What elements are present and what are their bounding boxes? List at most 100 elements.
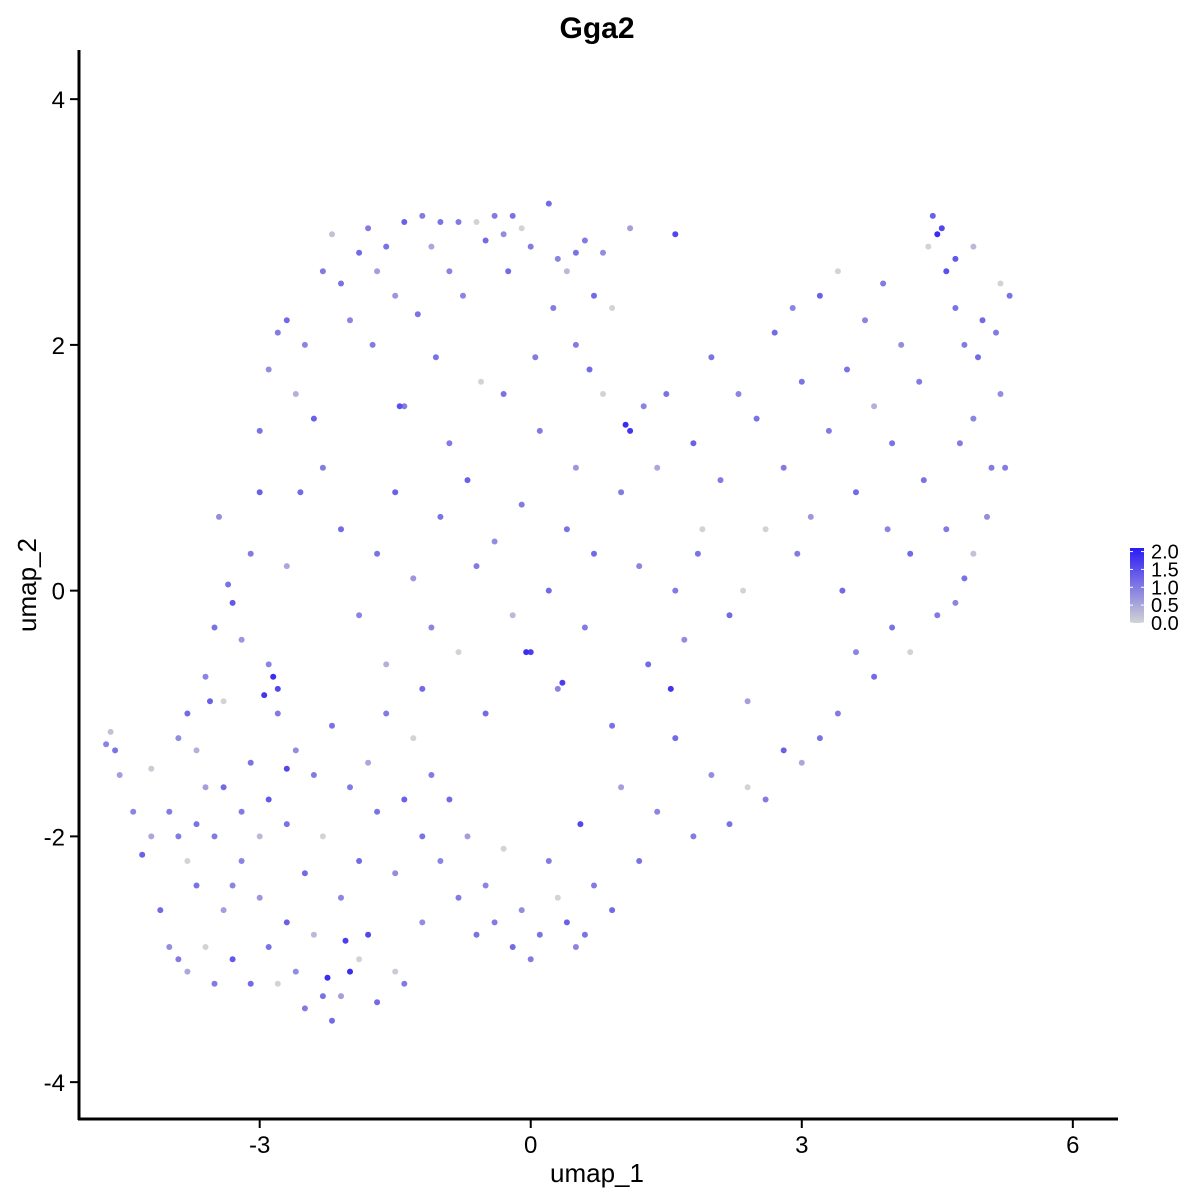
data-point <box>274 980 281 987</box>
data-point <box>347 784 353 791</box>
data-point <box>798 759 805 766</box>
data-point <box>455 219 462 225</box>
data-point <box>324 974 331 981</box>
data-point <box>690 440 697 447</box>
data-point <box>943 268 950 275</box>
data-point <box>410 735 417 742</box>
data-point <box>577 821 584 828</box>
data-point <box>645 661 652 668</box>
data-point <box>609 907 616 914</box>
data-point <box>997 280 1004 287</box>
data-point <box>365 759 372 766</box>
data-point <box>319 833 326 840</box>
data-point <box>428 772 435 778</box>
data-point <box>265 796 272 803</box>
data-point <box>292 391 299 397</box>
data-point <box>157 907 164 914</box>
data-point <box>771 329 778 336</box>
data-point <box>844 366 850 373</box>
data-point <box>816 735 823 742</box>
data-point <box>374 268 381 275</box>
data-point <box>270 673 277 680</box>
data-point <box>500 391 507 397</box>
data-point <box>952 255 959 262</box>
legend-label: 1.5 <box>1151 559 1179 581</box>
data-point <box>193 882 200 889</box>
data-point <box>825 427 832 434</box>
data-point <box>586 366 593 373</box>
data-point <box>916 378 923 385</box>
data-point <box>789 305 796 311</box>
data-point <box>401 219 408 225</box>
data-point <box>952 305 959 311</box>
data-point <box>256 894 263 901</box>
x-axis-title: umap_1 <box>550 1158 644 1188</box>
data-point <box>545 587 552 594</box>
data-point <box>437 513 444 520</box>
data-point <box>591 882 597 889</box>
data-point <box>934 612 941 619</box>
data-point <box>193 747 200 754</box>
data-point <box>374 999 381 1006</box>
data-point <box>261 692 268 699</box>
data-point <box>681 636 688 643</box>
data-point <box>672 587 679 594</box>
data-point <box>961 575 968 582</box>
data-point <box>369 341 376 348</box>
data-point <box>970 415 977 422</box>
y-tick-label: 2 <box>52 333 65 360</box>
data-point <box>374 550 381 557</box>
data-point <box>473 563 480 570</box>
data-point <box>943 526 950 533</box>
data-point <box>997 391 1004 397</box>
data-point <box>130 808 137 815</box>
data-point <box>211 833 218 840</box>
data-point <box>107 728 114 735</box>
data-point <box>491 538 498 545</box>
data-point <box>175 735 182 742</box>
data-point <box>365 931 372 938</box>
data-point <box>356 249 363 256</box>
data-point <box>572 341 579 348</box>
data-point <box>473 931 480 938</box>
data-point <box>401 403 408 410</box>
data-point <box>563 526 570 533</box>
data-point <box>491 919 498 926</box>
data-point <box>229 599 236 606</box>
data-point <box>401 796 408 803</box>
data-point <box>392 870 399 877</box>
data-point <box>383 243 390 250</box>
data-point <box>654 464 661 471</box>
legend-label: 0.0 <box>1151 613 1179 635</box>
data-point <box>518 907 525 914</box>
data-point <box>112 747 119 754</box>
data-point <box>342 937 349 944</box>
data-point <box>834 710 841 717</box>
data-point <box>654 808 661 815</box>
data-point <box>383 661 390 668</box>
data-point <box>726 612 733 619</box>
data-point <box>478 378 484 385</box>
data-point <box>103 741 110 748</box>
data-point <box>979 317 986 324</box>
data-point <box>338 526 344 533</box>
data-point <box>414 311 421 318</box>
data-point <box>708 772 715 778</box>
data-point <box>329 1017 335 1024</box>
data-point <box>310 931 317 938</box>
data-point <box>148 765 155 772</box>
data-point <box>627 225 634 232</box>
data-point <box>735 391 742 397</box>
data-point <box>518 501 525 508</box>
data-point <box>591 550 597 557</box>
data-point <box>347 317 353 324</box>
data-point <box>554 255 561 262</box>
data-point <box>871 403 878 410</box>
legend-label: 1.0 <box>1151 577 1179 599</box>
data-point <box>419 212 426 219</box>
data-point <box>726 821 733 828</box>
data-point <box>216 513 222 520</box>
data-point <box>505 268 512 275</box>
x-ticks: -3 0 3 6 <box>249 1119 1080 1159</box>
data-point <box>898 341 905 348</box>
